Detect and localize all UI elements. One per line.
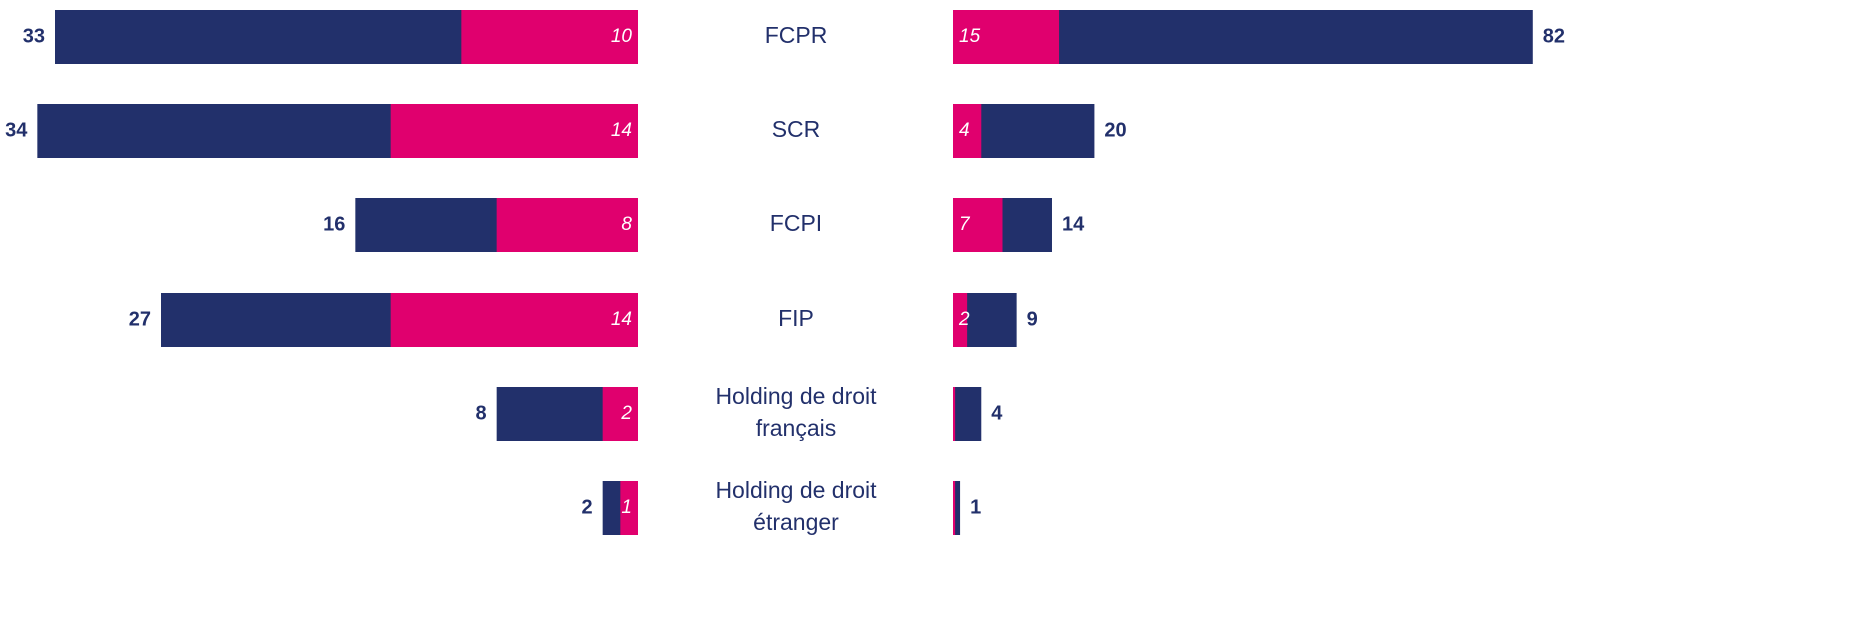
sub-label: 2 xyxy=(958,309,970,330)
category-label: FCPR xyxy=(765,22,828,48)
total-label: 9 xyxy=(1027,308,1038,330)
total-bar xyxy=(953,481,961,535)
total-label: 14 xyxy=(1062,213,1085,235)
category-label: Holding de droit étranger xyxy=(715,477,877,535)
sub-label: 4 xyxy=(959,120,970,141)
sub-bar xyxy=(602,387,638,441)
sub-label: 2 xyxy=(620,403,632,424)
total-label: 82 xyxy=(1543,25,1565,47)
sub-label: 8 xyxy=(621,214,632,235)
sub-bar xyxy=(461,10,638,64)
sub-bar xyxy=(953,293,968,347)
sub-bar xyxy=(953,104,982,158)
sub-bar xyxy=(620,481,638,535)
sub-bar xyxy=(953,10,1060,64)
total-label: 1 xyxy=(970,496,981,518)
total-label: 27 xyxy=(129,308,151,330)
sub-label: 15 xyxy=(959,26,981,47)
category-label: SCR xyxy=(772,116,821,142)
sub-bar xyxy=(953,481,956,535)
total-label: 34 xyxy=(5,119,28,141)
sub-bar xyxy=(390,293,638,347)
total-label: 33 xyxy=(23,25,45,47)
total-label: 8 xyxy=(476,402,487,424)
total-bar xyxy=(953,387,982,441)
sub-label: 10 xyxy=(611,26,633,47)
total-label: 20 xyxy=(1104,119,1126,141)
sub-label: 7 xyxy=(959,214,971,235)
category-label: FCPI xyxy=(770,210,822,236)
total-label: 16 xyxy=(323,213,345,235)
total-label: 4 xyxy=(991,402,1003,424)
sub-label: 14 xyxy=(611,309,632,330)
sub-label: 1 xyxy=(621,497,632,518)
category-label: Holding de droit français xyxy=(715,383,877,441)
sub-bar xyxy=(953,198,1003,252)
sub-bar xyxy=(390,104,638,158)
sub-bar xyxy=(496,198,638,252)
total-label: 2 xyxy=(582,496,593,518)
sub-bar xyxy=(953,387,956,441)
category-label: FIP xyxy=(778,305,814,331)
sub-label: 14 xyxy=(611,120,632,141)
